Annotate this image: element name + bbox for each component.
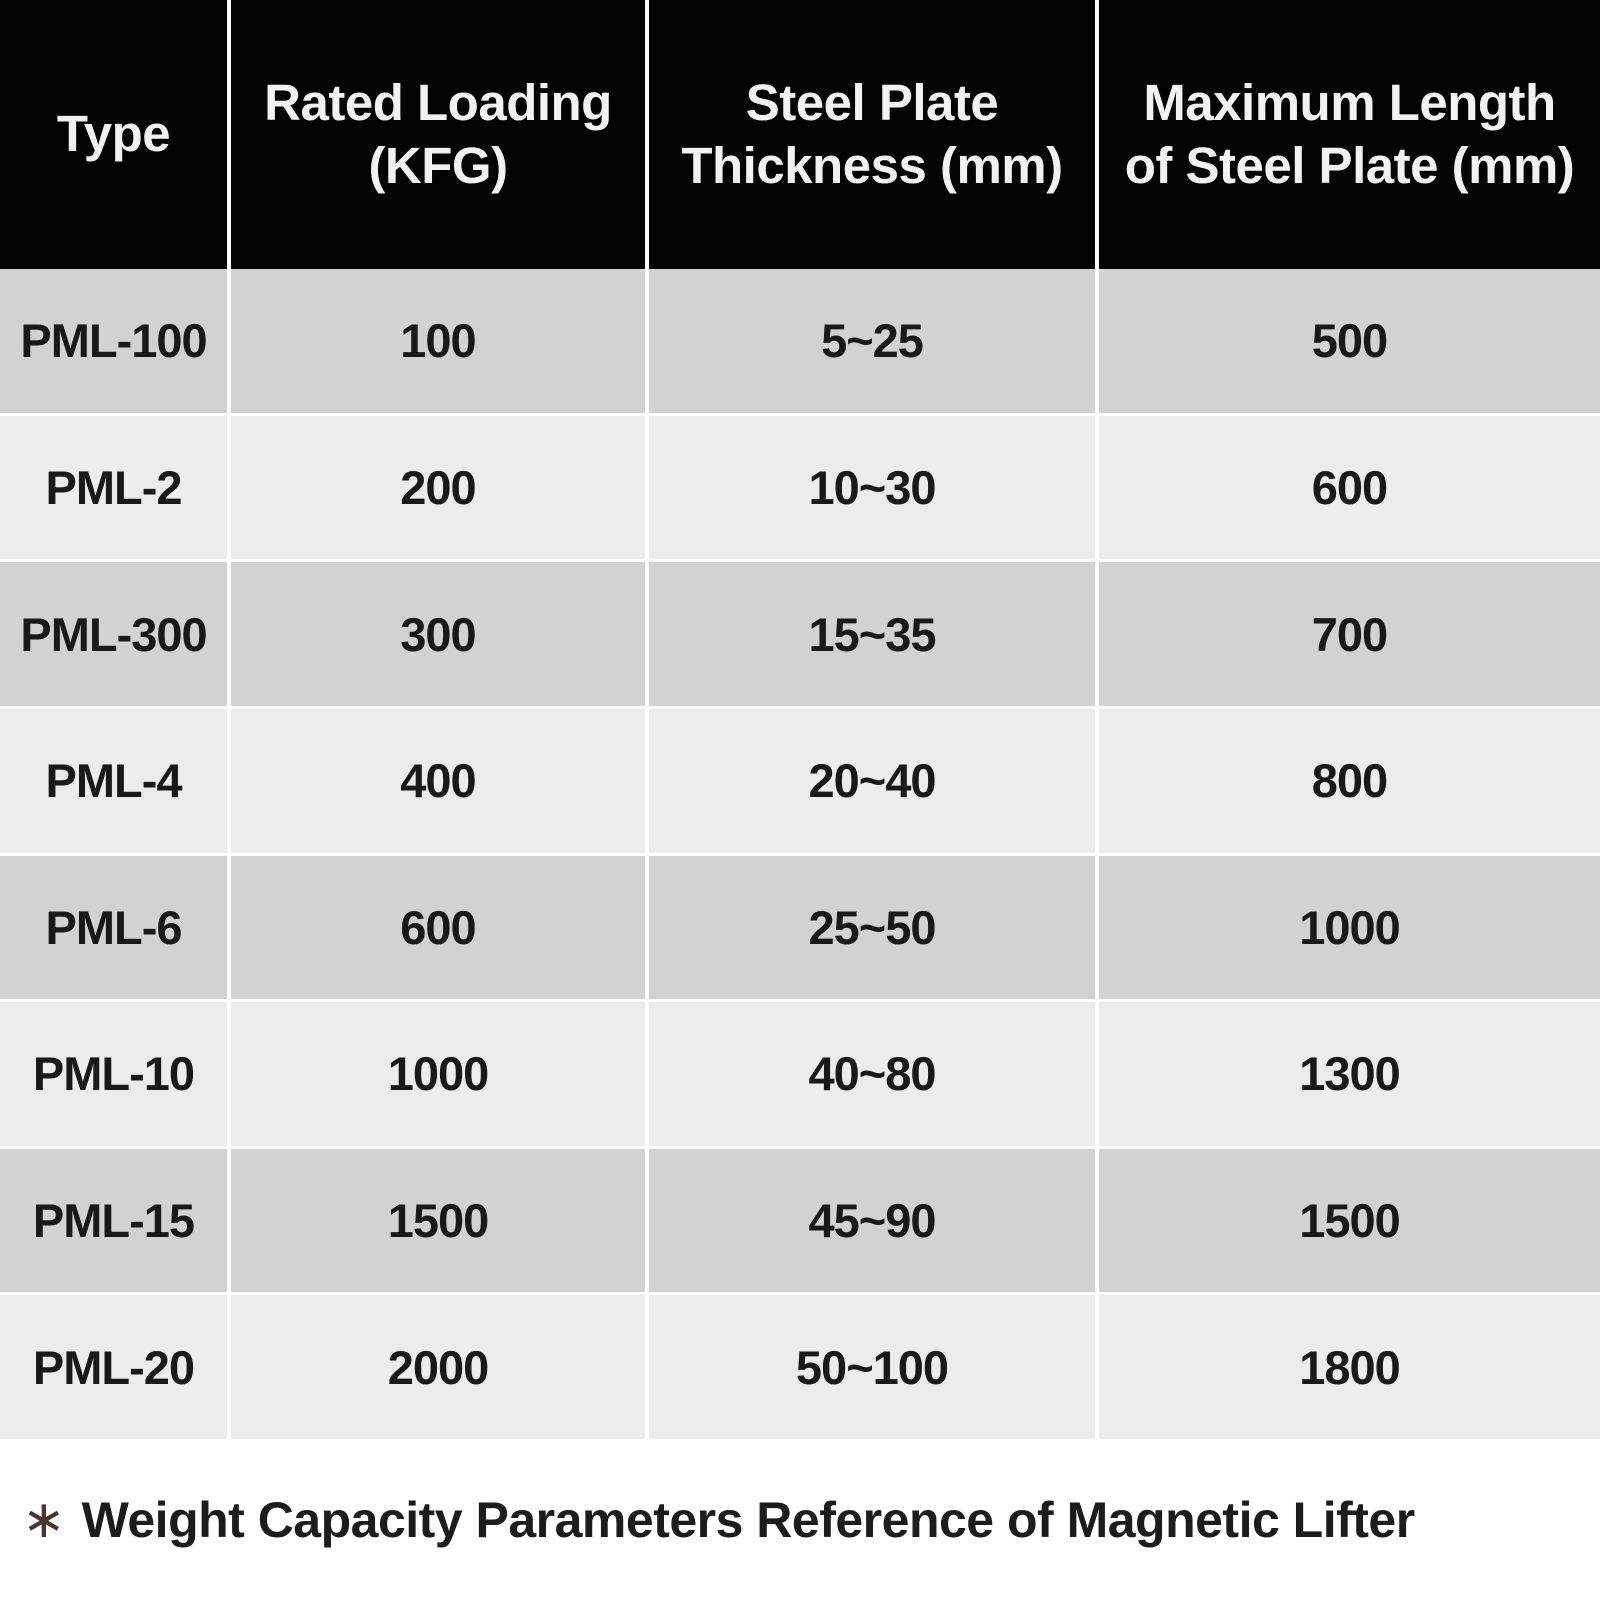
cell-plate-thickness: 20~40 bbox=[649, 708, 1095, 853]
cell-type: PML-10 bbox=[0, 1002, 227, 1146]
column-header-max-length: Maximum Length of Steel Plate (mm) bbox=[1099, 0, 1600, 269]
table-body: PML-100 100 5~25 500 PML-2 200 10~30 600… bbox=[0, 269, 1600, 1439]
table-row-pml-2: PML-2 200 10~30 600 bbox=[0, 415, 1600, 560]
cell-type: PML-4 bbox=[0, 708, 227, 853]
column-header-type: Type bbox=[0, 0, 227, 269]
cell-plate-thickness: 50~100 bbox=[649, 1295, 1095, 1439]
footnote-text: Weight Capacity Parameters Reference of … bbox=[81, 1491, 1416, 1548]
cell-rated-loading: 2000 bbox=[231, 1295, 645, 1439]
cell-rated-loading: 100 bbox=[231, 269, 645, 413]
cell-rated-loading: 1000 bbox=[231, 1002, 645, 1146]
column-header-rated-loading-line1: Rated Loading bbox=[264, 74, 612, 132]
table-header: Type Rated Loading (KFG) Steel Plate Thi… bbox=[0, 0, 1600, 269]
cell-type: PML-15 bbox=[0, 1148, 227, 1293]
cell-type: PML-300 bbox=[0, 562, 227, 706]
column-header-rated-loading-line2: (KFG) bbox=[368, 136, 508, 194]
column-header-plate-thickness-line1: Steel Plate bbox=[745, 74, 999, 132]
cell-rated-loading: 200 bbox=[231, 415, 645, 560]
cell-max-length: 1000 bbox=[1099, 855, 1600, 1000]
cell-type: PML-6 bbox=[0, 855, 227, 1000]
column-header-rated-loading: Rated Loading (KFG) bbox=[231, 0, 645, 269]
table-row-pml-300: PML-300 300 15~35 700 bbox=[0, 562, 1600, 706]
cell-plate-thickness: 40~80 bbox=[649, 1002, 1095, 1146]
column-header-type-line1: Type bbox=[56, 105, 171, 163]
cell-plate-thickness: 15~35 bbox=[649, 562, 1095, 706]
table-header-row: Type Rated Loading (KFG) Steel Plate Thi… bbox=[0, 0, 1600, 269]
column-header-max-length-line1: Maximum Length bbox=[1143, 74, 1556, 132]
column-header-max-length-line2: of Steel Plate (mm) bbox=[1124, 136, 1575, 194]
cell-plate-thickness: 5~25 bbox=[649, 269, 1095, 413]
cell-max-length: 1300 bbox=[1099, 1002, 1600, 1146]
cell-max-length: 1800 bbox=[1099, 1295, 1600, 1439]
table-row-pml-4: PML-4 400 20~40 800 bbox=[0, 708, 1600, 853]
cell-plate-thickness: 45~90 bbox=[649, 1148, 1095, 1293]
footnote: ∗ Weight Capacity Parameters Reference o… bbox=[0, 1439, 1600, 1600]
cell-type: PML-2 bbox=[0, 415, 227, 560]
cell-type: PML-20 bbox=[0, 1295, 227, 1439]
cell-rated-loading: 1500 bbox=[231, 1148, 645, 1293]
column-header-plate-thickness-line2: Thickness (mm) bbox=[681, 136, 1063, 194]
cell-max-length: 500 bbox=[1099, 269, 1600, 413]
table-row-pml-20: PML-20 2000 50~100 1800 bbox=[0, 1295, 1600, 1439]
cell-max-length: 600 bbox=[1099, 415, 1600, 560]
table-row-pml-100: PML-100 100 5~25 500 bbox=[0, 269, 1600, 413]
cell-rated-loading: 600 bbox=[231, 855, 645, 1000]
table-row-pml-6: PML-6 600 25~50 1000 bbox=[0, 855, 1600, 1000]
table-row-pml-10: PML-10 1000 40~80 1300 bbox=[0, 1002, 1600, 1146]
cell-plate-thickness: 25~50 bbox=[649, 855, 1095, 1000]
column-header-plate-thickness: Steel Plate Thickness (mm) bbox=[649, 0, 1095, 269]
cell-rated-loading: 300 bbox=[231, 562, 645, 706]
cell-type: PML-100 bbox=[0, 269, 227, 413]
cell-max-length: 800 bbox=[1099, 708, 1600, 853]
table-row-pml-15: PML-15 1500 45~90 1500 bbox=[0, 1148, 1600, 1293]
cell-max-length: 700 bbox=[1099, 562, 1600, 706]
cell-plate-thickness: 10~30 bbox=[649, 415, 1095, 560]
asterisk-icon: ∗ bbox=[22, 1489, 66, 1550]
cell-rated-loading: 400 bbox=[231, 708, 645, 853]
cell-max-length: 1500 bbox=[1099, 1148, 1600, 1293]
